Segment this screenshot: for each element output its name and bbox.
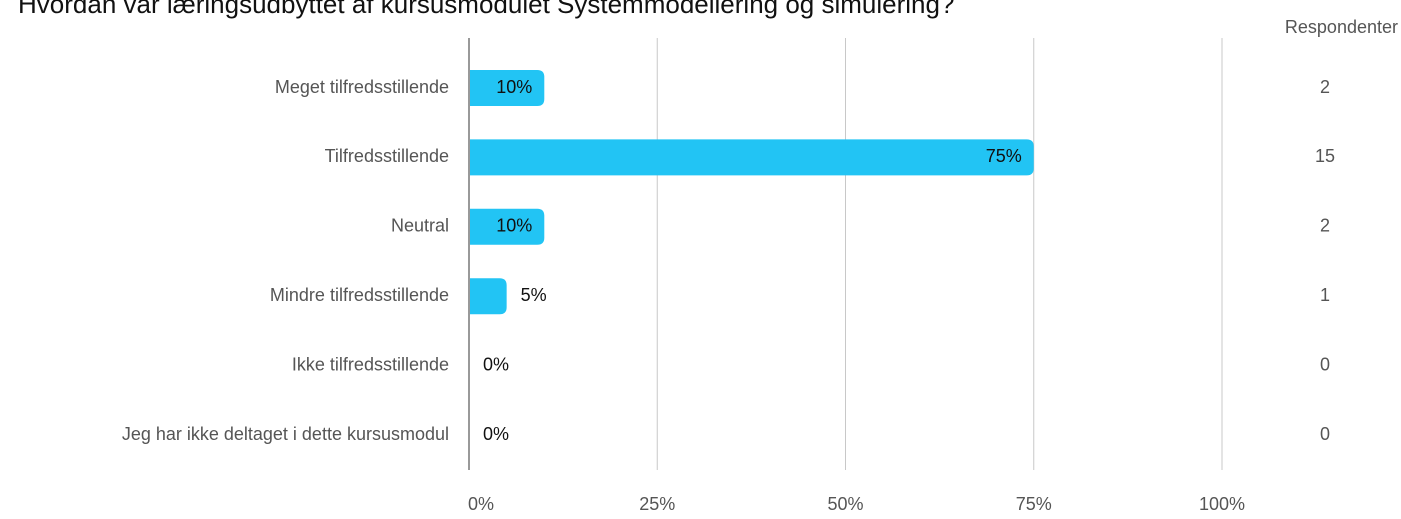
- respondent-count: 2: [1320, 216, 1330, 236]
- data-label: 0%: [483, 354, 509, 374]
- respondent-count: 15: [1315, 146, 1335, 166]
- respondents-header: Respondenter: [1285, 17, 1398, 37]
- bar: [469, 139, 1034, 176]
- x-tick-label: 0%: [468, 494, 494, 514]
- data-label: 10%: [496, 77, 532, 97]
- data-label: 75%: [986, 146, 1022, 166]
- respondent-count: 0: [1320, 354, 1330, 374]
- x-tick-label: 100%: [1199, 494, 1245, 514]
- y-tick-label: Jeg har ikke deltaget i dette kursusmodu…: [122, 424, 449, 444]
- data-label: 5%: [521, 285, 547, 305]
- y-tick-label: Ikke tilfredsstillende: [292, 354, 449, 374]
- x-tick-label: 50%: [827, 494, 863, 514]
- respondent-count: 1: [1320, 285, 1330, 305]
- data-label: 0%: [483, 424, 509, 444]
- respondent-count: 0: [1320, 424, 1330, 444]
- y-tick-label: Mindre tilfredsstillende: [270, 285, 449, 305]
- y-tick-label: Meget tilfredsstillende: [275, 77, 449, 97]
- data-label: 10%: [496, 216, 532, 236]
- bar: [469, 278, 507, 315]
- y-tick-label: Tilfredsstillende: [325, 146, 449, 166]
- bar: [469, 70, 545, 106]
- chart-title: Hvordan var læringsudbyttet af kursusmod…: [18, 0, 954, 19]
- bar: [469, 208, 545, 245]
- y-tick-label: Neutral: [391, 216, 449, 236]
- respondent-count: 2: [1320, 77, 1330, 97]
- x-tick-label: 75%: [1016, 494, 1052, 514]
- x-tick-label: 25%: [639, 494, 675, 514]
